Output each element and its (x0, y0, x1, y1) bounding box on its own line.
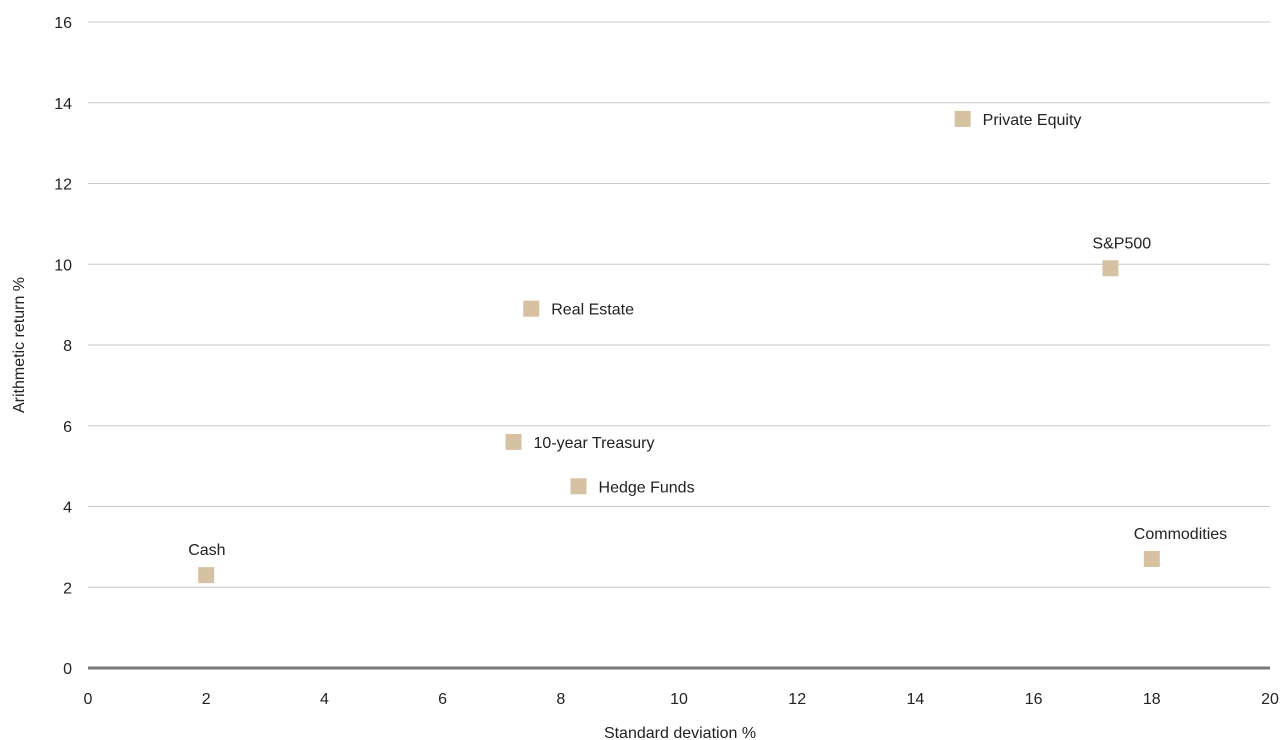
x-axis-title: Standard deviation % (604, 725, 756, 740)
data-point-marker (1102, 260, 1119, 277)
x-tick-label: 10 (670, 691, 688, 708)
x-tick-label: 18 (1143, 691, 1161, 708)
data-point-marker (1143, 550, 1160, 567)
data-point-label: S&P500 (1092, 235, 1151, 252)
x-tick-label: 20 (1261, 691, 1279, 708)
x-tick-label: 2 (202, 691, 211, 708)
y-tick-label: 8 (63, 338, 72, 355)
x-axis-ticks: 0 2 4 6 8 10 12 14 16 18 20 (84, 691, 1279, 708)
x-tick-label: 6 (438, 691, 447, 708)
y-axis-title: Arithmetic return % (11, 277, 28, 413)
y-tick-label: 10 (54, 257, 72, 274)
data-point-label: 10-year Treasury (534, 435, 655, 452)
data-point-marker (570, 478, 587, 495)
data-point-marker (954, 110, 971, 127)
data-point-marker (198, 567, 215, 584)
y-tick-label: 0 (63, 661, 72, 678)
y-tick-label: 4 (63, 500, 72, 517)
y-tick-label: 14 (54, 96, 72, 113)
data-points: Cash 10-year Treasury Hedge Funds Real Esta… (188, 110, 1227, 584)
x-tick-label: 0 (84, 691, 93, 708)
y-tick-label: 12 (54, 177, 72, 194)
x-tick-label: 16 (1025, 691, 1043, 708)
data-point-label: Hedge Funds (599, 479, 695, 496)
data-point-label: Real Estate (551, 302, 634, 319)
y-tick-label: 16 (54, 15, 72, 32)
x-tick-label: 4 (320, 691, 329, 708)
y-axis-ticks: 0 2 4 6 8 10 12 14 16 (54, 15, 72, 678)
data-point-marker (523, 300, 540, 317)
x-tick-label: 8 (556, 691, 565, 708)
data-point-label: Cash (188, 542, 225, 559)
data-point-label: Private Equity (983, 112, 1082, 129)
x-tick-label: 14 (907, 691, 925, 708)
y-tick-label: 6 (63, 419, 72, 436)
x-tick-label: 12 (788, 691, 806, 708)
data-point-marker (505, 433, 522, 450)
grid-lines (88, 21, 1270, 670)
y-tick-label: 2 (63, 580, 72, 597)
data-point-label: Commodities (1134, 526, 1227, 543)
